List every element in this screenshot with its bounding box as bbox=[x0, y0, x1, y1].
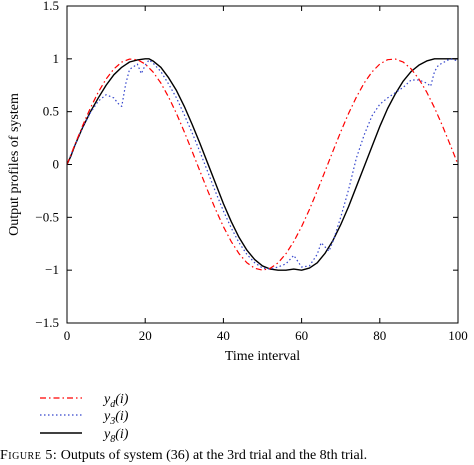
x-tick-label: 80 bbox=[373, 328, 386, 343]
legend-label-base: y bbox=[102, 392, 111, 407]
legend-label-arg: (i) bbox=[115, 392, 129, 407]
legend-label-base: y bbox=[102, 409, 111, 424]
legend-label-arg: (i) bbox=[115, 409, 129, 424]
figure-number: Figure 5: bbox=[0, 448, 58, 463]
legend: yd(i)y3(i)y8(i) bbox=[40, 392, 129, 445]
y-tick-label: 1.5 bbox=[43, 0, 59, 13]
series-lines bbox=[66, 58, 459, 271]
axis-ticks bbox=[66, 5, 459, 324]
y-tick-label: −1 bbox=[45, 262, 59, 277]
caption-text: Outputs of system (36) at the 3rd trial … bbox=[60, 448, 368, 463]
legend-label-d: yd(i) bbox=[102, 392, 129, 410]
tick-labels: 0 20 40 60 80 100 −1.5 −1 −0.5 0 0.5 1 1.5 bbox=[35, 0, 467, 343]
series-line-8 bbox=[66, 58, 458, 271]
plot-frame bbox=[66, 5, 459, 324]
y-tick-label: 0.5 bbox=[43, 104, 59, 119]
series-line-d bbox=[66, 58, 459, 271]
legend-label-3: y3(i) bbox=[102, 409, 129, 427]
x-tick-label: 60 bbox=[295, 328, 308, 343]
series-line-3 bbox=[66, 58, 459, 270]
y-tick-label: 1 bbox=[53, 51, 60, 66]
y-axis-label: Output profiles of system bbox=[7, 93, 22, 236]
line-chart: 0 20 40 60 80 100 −1.5 −1 −0.5 0 0.5 1 1.5 Time inte… bbox=[7, 0, 468, 445]
legend-label-subscript: 8 bbox=[110, 434, 115, 445]
x-axis-label: Time interval bbox=[225, 349, 300, 364]
figure-caption: Figure 5: Outputs of system (36) at the … bbox=[0, 448, 474, 464]
legend-label-8: y8(i) bbox=[102, 427, 129, 445]
x-tick-label: 20 bbox=[139, 328, 152, 343]
y-tick-label: 0 bbox=[53, 157, 60, 172]
x-tick-label: 0 bbox=[64, 328, 71, 343]
y-tick-label: −1.5 bbox=[35, 315, 59, 330]
legend-label-subscript: 3 bbox=[109, 416, 115, 427]
legend-label-arg: (i) bbox=[115, 427, 129, 442]
x-tick-label: 100 bbox=[448, 328, 468, 343]
y-tick-label: −0.5 bbox=[35, 209, 59, 224]
x-tick-label: 40 bbox=[217, 328, 230, 343]
legend-label-base: y bbox=[102, 427, 111, 442]
legend-label-subscript: d bbox=[110, 399, 116, 410]
